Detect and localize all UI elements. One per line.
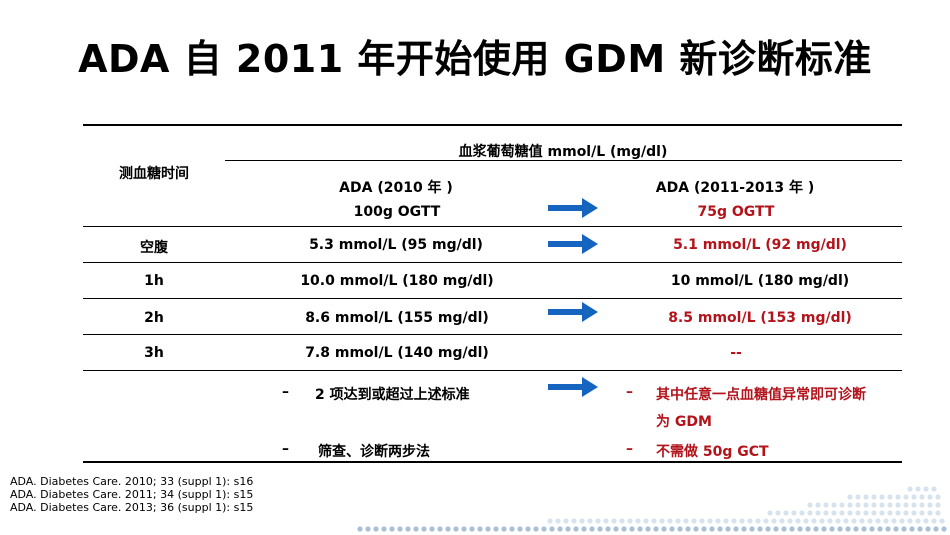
row-divider bbox=[83, 334, 902, 335]
old-note-criteria: 2 项达到或超过上述标准 bbox=[315, 387, 470, 403]
references: ADA. Diabetes Care. 2010; 33 (suppl 1): … bbox=[10, 475, 253, 514]
right-arrow-icon bbox=[548, 234, 598, 254]
row-label-3h: 3h bbox=[144, 345, 164, 361]
decorative-dot-pattern bbox=[357, 486, 947, 532]
reference-line: ADA. Diabetes Care. 2011; 34 (suppl 1): … bbox=[10, 488, 254, 501]
group-header: 血浆葡萄糖值 mmol/L (mg/dl) bbox=[458, 144, 668, 160]
header-divider bbox=[225, 160, 902, 161]
old-column-title: ADA (2010 年 ) bbox=[339, 180, 453, 196]
old-note-bullet: – bbox=[282, 441, 289, 457]
new-note-criteria-cont: 为 GDM bbox=[656, 414, 712, 430]
right-arrow-icon bbox=[548, 302, 598, 322]
new-column-title: ADA (2011-2013 年 ) bbox=[655, 180, 815, 196]
slide-title: ADA 自 2011 年开始使用 GDM 新诊断标准 bbox=[78, 37, 872, 81]
old-note-method: 筛查、诊断两步法 bbox=[318, 444, 430, 460]
old-column-test: 100g OGTT bbox=[353, 204, 441, 220]
new-note-criteria: 其中任意一点血糖值异常即可诊断 bbox=[656, 387, 866, 403]
new-value-3h: -- bbox=[730, 345, 742, 361]
new-value-1h: 10 mmol/L (180 mg/dl) bbox=[670, 273, 850, 289]
row-label-2h: 2h bbox=[144, 310, 164, 326]
new-value-fasting: 5.1 mmol/L (92 mg/dl) bbox=[673, 237, 847, 253]
old-value-3h: 7.8 mmol/L (140 mg/dl) bbox=[305, 345, 489, 361]
row-label-fasting: 空腹 bbox=[140, 240, 168, 256]
old-value-1h: 10.0 mmol/L (180 mg/dl) bbox=[300, 273, 494, 289]
row-divider bbox=[83, 262, 902, 263]
row-label-1h: 1h bbox=[144, 273, 164, 289]
table-bottom-rule bbox=[83, 461, 902, 463]
row-divider bbox=[83, 226, 902, 227]
row-divider bbox=[83, 370, 902, 371]
right-arrow-icon bbox=[548, 377, 598, 397]
new-value-2h: 8.5 mmol/L (153 mg/dl) bbox=[668, 310, 852, 326]
old-value-2h: 8.6 mmol/L (155 mg/dl) bbox=[305, 310, 489, 326]
row-divider bbox=[83, 298, 902, 299]
new-note-gct: 不需做 50g GCT bbox=[656, 444, 769, 460]
reference-line: ADA. Diabetes Care. 2010; 33 (suppl 1): … bbox=[10, 475, 254, 488]
new-note-bullet: – bbox=[626, 384, 633, 400]
table-top-rule bbox=[83, 124, 902, 126]
old-note-bullet: – bbox=[282, 384, 289, 400]
old-value-fasting: 5.3 mmol/L (95 mg/dl) bbox=[309, 237, 483, 253]
new-note-bullet: – bbox=[626, 441, 633, 457]
right-arrow-icon bbox=[548, 198, 598, 218]
row-header-label: 测血糖时间 bbox=[119, 166, 189, 182]
reference-line: ADA. Diabetes Care. 2013; 36 (suppl 1): … bbox=[10, 501, 254, 514]
new-column-test: 75g OGTT bbox=[697, 204, 775, 220]
